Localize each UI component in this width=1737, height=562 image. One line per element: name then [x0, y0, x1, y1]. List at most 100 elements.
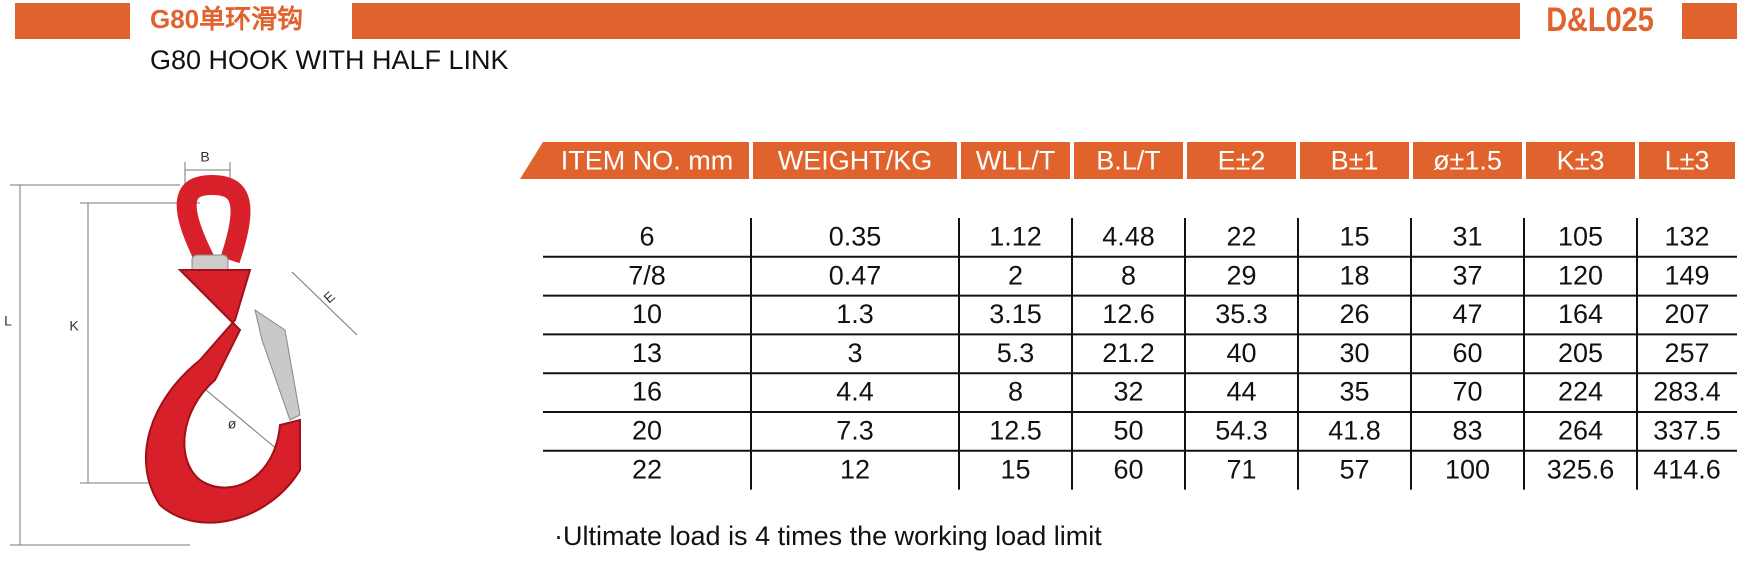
table-cell: 7/8	[628, 260, 666, 290]
table-cell: 15	[1339, 222, 1369, 252]
header-text: ø±1.5	[1433, 146, 1502, 176]
table-cell: 57	[1339, 454, 1369, 484]
table-cell: 31	[1452, 222, 1482, 252]
table-cell: 5.3	[997, 338, 1035, 368]
table-cell: 325.6	[1547, 454, 1615, 484]
dim-label: K	[69, 318, 79, 334]
header-cell	[961, 142, 1070, 179]
title-cn: G80单环滑钩	[150, 4, 303, 34]
table-cell: 1.12	[989, 222, 1042, 252]
header-text: B±1	[1331, 146, 1379, 176]
table-cell: 26	[1339, 299, 1369, 329]
table-cell: 207	[1664, 299, 1709, 329]
header-text: B.L/T	[1096, 146, 1161, 176]
header-bar-mid	[352, 3, 1520, 39]
table-cell: 3	[847, 338, 862, 368]
table-cell: 0.35	[829, 222, 882, 252]
table-cell: 105	[1558, 222, 1603, 252]
header-text: WLL/T	[976, 146, 1056, 176]
table-cell: 12	[840, 454, 870, 484]
hook-latch	[254, 308, 301, 421]
table-cell: 37	[1452, 260, 1482, 290]
table-cell: 6	[639, 222, 654, 252]
dim-line	[291, 271, 358, 336]
table-cell: 12.6	[1102, 299, 1155, 329]
table-cell: 13	[632, 338, 662, 368]
table-cell: 22	[1226, 222, 1256, 252]
table-cell: 7.3	[836, 416, 874, 446]
table-cell: 21.2	[1102, 338, 1155, 368]
dim-label: B	[200, 149, 209, 165]
table-cell: 50	[1113, 416, 1143, 446]
header-cell	[1413, 142, 1522, 179]
table-cell: 132	[1664, 222, 1709, 252]
table-cell: 8	[1008, 377, 1023, 407]
hook-link	[176, 174, 251, 265]
table-cell: 70	[1452, 377, 1482, 407]
table-cell: 60	[1113, 454, 1143, 484]
table-cell: 12.5	[989, 416, 1042, 446]
header-cell	[520, 142, 749, 179]
table-cell: 20	[632, 416, 662, 446]
table-cell: 10	[632, 299, 662, 329]
header-text: E±2	[1218, 146, 1266, 176]
header-cell	[1526, 142, 1635, 179]
header-text: WEIGHT/KG	[778, 146, 933, 176]
dim-label: L	[4, 313, 12, 329]
table-cell: 2	[1008, 260, 1023, 290]
table-cell: 30	[1339, 338, 1369, 368]
table-cell: 15	[1000, 454, 1030, 484]
header-text: ITEM NO. mm	[561, 146, 733, 176]
table-cell: 3.15	[989, 299, 1042, 329]
table-cell: 120	[1558, 260, 1603, 290]
table-cell: 205	[1558, 338, 1603, 368]
table-cell: 414.6	[1653, 454, 1721, 484]
table-cell: 35.3	[1215, 299, 1268, 329]
table-cell: 44	[1226, 377, 1256, 407]
header-cell	[1300, 142, 1409, 179]
table-cell: 29	[1226, 260, 1256, 290]
hook-figure: B K L E ø	[4, 149, 358, 546]
table-cell: 4.48	[1102, 222, 1155, 252]
title-en: G80 HOOK WITH HALF LINK	[150, 45, 509, 75]
header-bar-left	[15, 3, 130, 39]
table-cell: 71	[1226, 454, 1256, 484]
table-cell: 0.47	[829, 260, 882, 290]
header-text: K±3	[1557, 146, 1605, 176]
table-cell: 1.3	[836, 299, 874, 329]
table-cell: 83	[1452, 416, 1482, 446]
dim-label: E	[320, 288, 338, 306]
table-cell: 8	[1121, 260, 1136, 290]
table-cell: 100	[1445, 454, 1490, 484]
table-cell: 164	[1558, 299, 1603, 329]
table-cell: 41.8	[1328, 416, 1381, 446]
header-bar-right	[1682, 3, 1737, 39]
dim-label: ø	[228, 416, 237, 432]
hook-body	[145, 269, 301, 524]
table-cell: 337.5	[1653, 416, 1721, 446]
table-cell: 257	[1664, 338, 1709, 368]
table-cell: 16	[632, 377, 662, 407]
table-cell: 47	[1452, 299, 1482, 329]
header-cell	[1187, 142, 1296, 179]
header-cell	[1639, 142, 1735, 179]
table-cell: 60	[1452, 338, 1482, 368]
table-cell: 283.4	[1653, 377, 1721, 407]
header-text: L±3	[1665, 146, 1710, 176]
table-cell: 4.4	[836, 377, 874, 407]
spec-table: ITEM NO. mm WEIGHT/KG WLL/T B.L/T E±2 B±1 ø±1.…	[520, 142, 1737, 490]
table-cell: 40	[1226, 338, 1256, 368]
table-cell: 22	[632, 454, 662, 484]
table-cell: 149	[1664, 260, 1709, 290]
note: ·Ultimate load is 4 times the working lo…	[554, 521, 1102, 551]
table-cell: 32	[1113, 377, 1143, 407]
table-cell: 35	[1339, 377, 1369, 407]
product-code: D&L025	[1546, 0, 1654, 39]
table-cell: 54.3	[1215, 416, 1268, 446]
header-cell	[1074, 142, 1183, 179]
table-cell: 18	[1339, 260, 1369, 290]
table-cell: 224	[1558, 377, 1603, 407]
table-cell: 264	[1558, 416, 1603, 446]
